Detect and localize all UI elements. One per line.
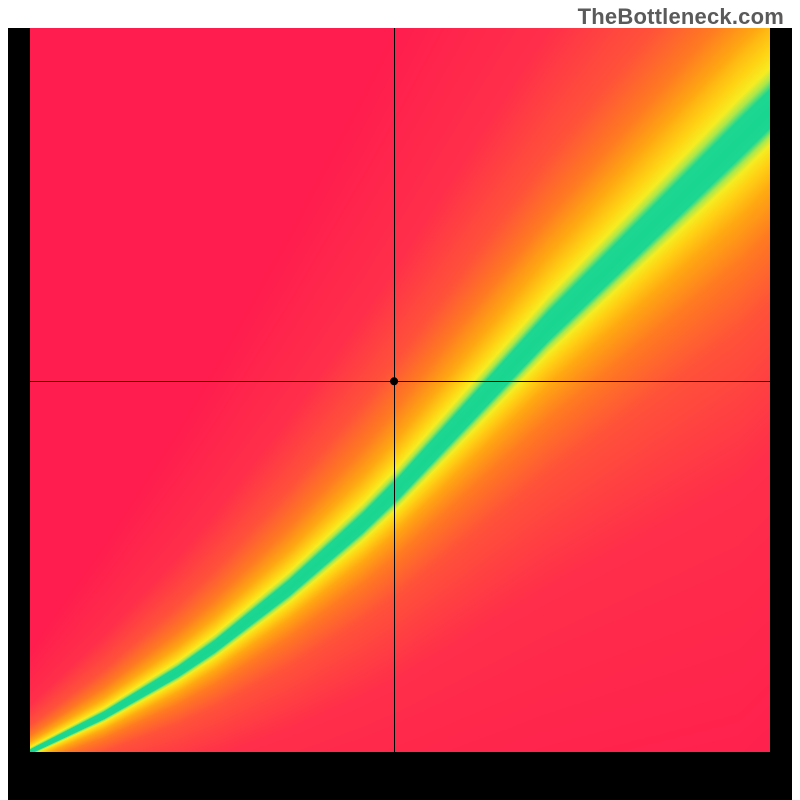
crosshair-horizontal [30, 381, 770, 382]
heatmap-canvas-wrap [30, 28, 770, 752]
heatmap-canvas [30, 28, 770, 752]
crosshair-vertical [394, 28, 395, 752]
watermark-text: TheBottleneck.com [578, 4, 784, 30]
